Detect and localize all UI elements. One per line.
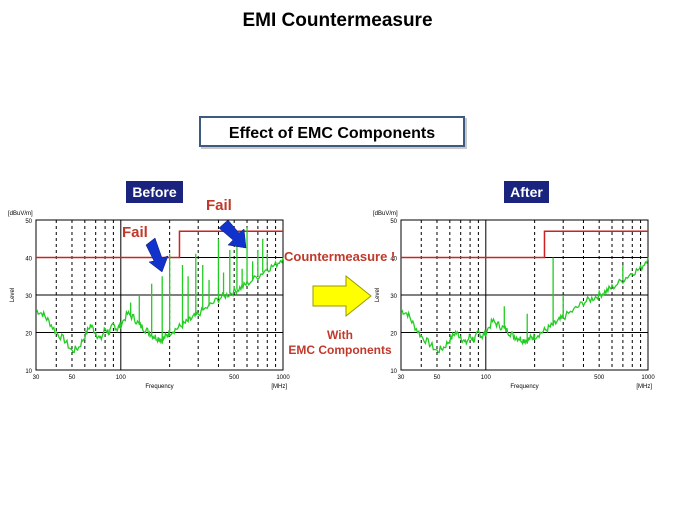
page-title: EMI Countermeasure	[242, 10, 433, 31]
x-tick-label: 500	[229, 375, 240, 381]
x-tick-label: 50	[69, 375, 76, 381]
y-tick-label: 30	[390, 294, 397, 300]
fail-label-2: Fail	[206, 197, 232, 214]
x-axis-label: Frequency	[510, 384, 538, 390]
y-tick-label: 40	[390, 257, 397, 263]
with-line-2: EMC Components	[288, 343, 392, 357]
x-tick-label: 50	[434, 375, 441, 381]
countermeasure-label: Countermeasure !	[284, 249, 396, 264]
x-tick-label: 100	[116, 375, 127, 381]
y-axis-label: Level	[10, 288, 16, 302]
y-axis-label: Level	[375, 288, 381, 302]
x-unit-label: [MHz]	[271, 384, 287, 390]
x-tick-label: 100	[481, 375, 492, 381]
y-tick-label: 10	[25, 369, 32, 375]
y-unit-label: [dBuV/m]	[8, 211, 33, 217]
x-tick-label: 500	[594, 375, 605, 381]
fail-label-1: Fail	[122, 224, 148, 241]
y-tick-label: 40	[25, 257, 32, 263]
emission-trace	[35, 257, 284, 354]
y-tick-label: 20	[390, 332, 397, 338]
big-right-arrow	[312, 274, 372, 318]
after-chart: 10 20 30 40 50 30 50 100 500 1000 [dBuV/m] [MHz] Fre…	[373, 211, 655, 390]
x-tick-label: 30	[33, 375, 40, 381]
y-tick-label: 50	[25, 219, 32, 225]
limit-line	[401, 230, 648, 259]
with-emc-label: With EMC Components	[278, 328, 402, 358]
subtitle-box: Effect of EMC Components	[199, 116, 465, 147]
before-chart: 10 20 30 40 50 30 50 100 500 1000 [dBuV/m] [MHz] Fre…	[8, 211, 290, 390]
x-tick-label: 1000	[276, 375, 290, 381]
x-unit-label: [MHz]	[636, 384, 652, 390]
with-line-1: With	[327, 328, 353, 342]
y-tick-label: 20	[25, 332, 32, 338]
after-badge: After	[504, 181, 549, 203]
before-badge: Before	[126, 181, 183, 203]
x-tick-label: 1000	[641, 375, 655, 381]
x-axis-label: Frequency	[145, 384, 173, 390]
y-tick-label: 50	[390, 219, 397, 225]
emission-trace	[400, 257, 649, 354]
x-tick-label: 30	[398, 375, 405, 381]
y-tick-label: 30	[25, 294, 32, 300]
y-tick-label: 10	[390, 369, 397, 375]
y-unit-label: [dBuV/m]	[373, 211, 398, 217]
